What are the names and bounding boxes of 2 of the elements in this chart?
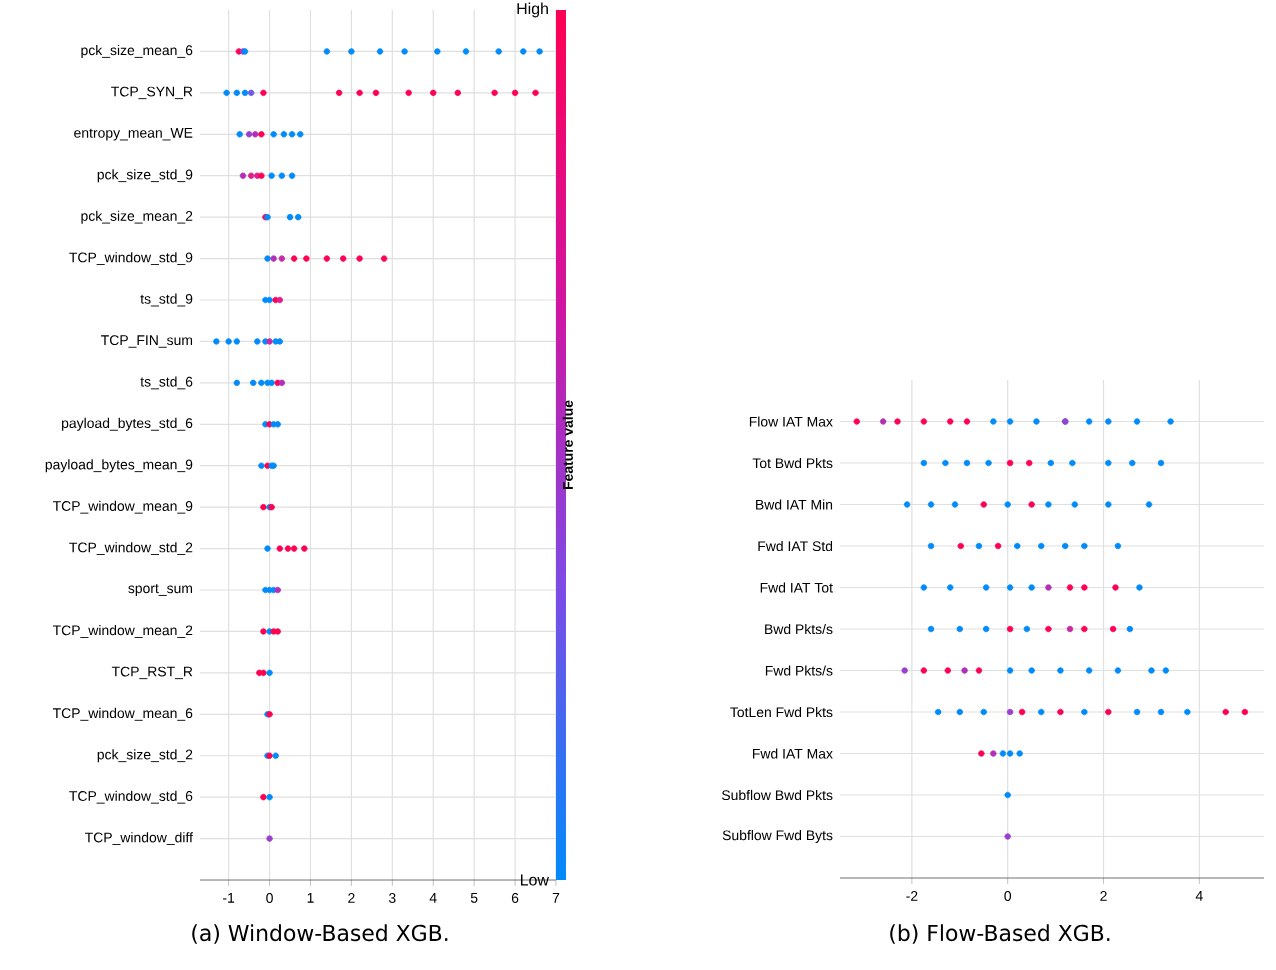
text: (a) Window-Based XGB. (192, 924, 448, 944)
text: (b) Flow-Based XGB. (890, 924, 1110, 944)
